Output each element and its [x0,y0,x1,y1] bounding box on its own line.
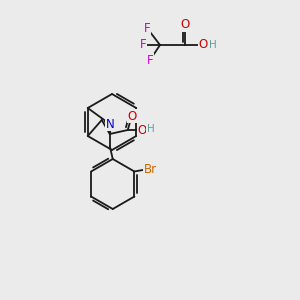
Text: Br: Br [144,163,157,176]
Text: O: O [137,124,146,136]
Text: O: O [127,110,136,122]
Text: H: H [147,124,154,134]
Text: O: O [198,38,208,52]
Text: O: O [180,19,190,32]
Text: F: F [144,22,150,34]
Text: H: H [209,40,217,50]
Text: N: N [105,118,114,130]
Text: F: F [147,53,153,67]
Text: F: F [140,38,146,52]
